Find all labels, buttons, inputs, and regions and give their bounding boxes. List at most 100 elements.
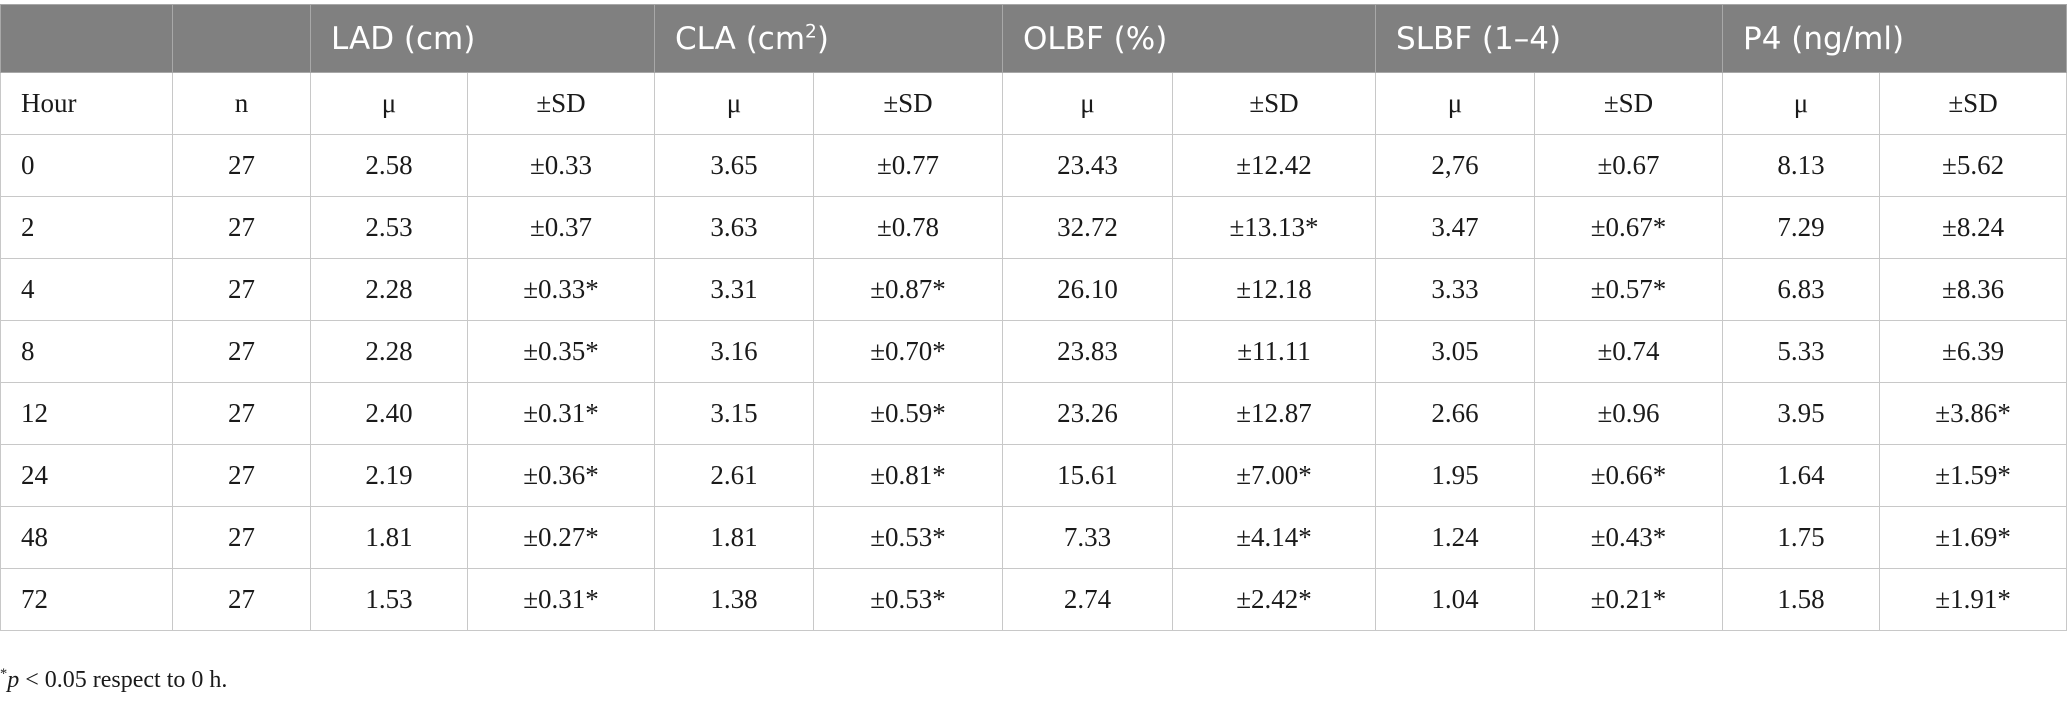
value-cell: 23.43 — [1002, 134, 1174, 197]
value-cell: 2.28 — [310, 320, 468, 383]
value-cell: 2.58 — [310, 134, 468, 197]
sd-header: ±SD — [812, 72, 1004, 135]
n-cell: 27 — [172, 382, 311, 445]
n-cell: 27 — [172, 134, 311, 197]
n-cell: 27 — [172, 320, 311, 383]
value-cell: ±0.74 — [1534, 320, 1724, 383]
value-cell: 3.16 — [654, 320, 814, 383]
value-cell: ±0.81* — [812, 444, 1004, 507]
value-cell: 2.61 — [654, 444, 814, 507]
n-cell: 27 — [172, 196, 311, 259]
mu-header: μ — [310, 72, 468, 135]
sd-header: ±SD — [1172, 72, 1377, 135]
value-cell: 2.19 — [310, 444, 468, 507]
value-cell: ±6.39 — [1879, 320, 2068, 383]
hour-cell: 8 — [0, 320, 173, 383]
value-cell: 2,76 — [1375, 134, 1536, 197]
group-header-slbf: SLBF (1–4) — [1375, 4, 1724, 73]
n-cell: 27 — [172, 506, 311, 569]
data-table: LAD (cm) CLA (cm2) OLBF (%) SLBF (1–4) P… — [0, 4, 2068, 631]
value-cell: ±12.87 — [1172, 382, 1377, 445]
value-cell: ±1.91* — [1879, 568, 2068, 631]
value-cell: 5.33 — [1722, 320, 1881, 383]
value-cell: 1.81 — [310, 506, 468, 569]
value-cell: ±0.36* — [467, 444, 655, 507]
sd-header: ±SD — [1534, 72, 1724, 135]
value-cell: ±0.77 — [812, 134, 1004, 197]
group-header-lad: LAD (cm) — [310, 4, 655, 73]
table-footnote: *p < 0.05 respect to 0 h. — [0, 667, 227, 694]
value-cell: 3.31 — [654, 258, 814, 321]
hour-header: Hour — [0, 72, 173, 135]
value-cell: ±8.36 — [1879, 258, 2068, 321]
value-cell: 1.53 — [310, 568, 468, 631]
hour-cell: 24 — [0, 444, 173, 507]
value-cell: ±0.57* — [1534, 258, 1724, 321]
value-cell: ±13.13* — [1172, 196, 1377, 259]
value-cell: 3.15 — [654, 382, 814, 445]
value-cell: 1.95 — [1375, 444, 1536, 507]
value-cell: 3.05 — [1375, 320, 1536, 383]
value-cell: ±0.33 — [467, 134, 655, 197]
hour-cell: 2 — [0, 196, 173, 259]
value-cell: 3.65 — [654, 134, 814, 197]
hour-cell: 4 — [0, 258, 173, 321]
value-cell: 3.95 — [1722, 382, 1881, 445]
value-cell: 1.24 — [1375, 506, 1536, 569]
hour-cell: 72 — [0, 568, 173, 631]
value-cell: 2.66 — [1375, 382, 1536, 445]
value-cell: ±0.37 — [467, 196, 655, 259]
value-cell: 7.33 — [1002, 506, 1174, 569]
n-cell: 27 — [172, 258, 311, 321]
value-cell: ±0.66* — [1534, 444, 1724, 507]
value-cell: 23.83 — [1002, 320, 1174, 383]
value-cell: ±0.96 — [1534, 382, 1724, 445]
value-cell: 1.58 — [1722, 568, 1881, 631]
value-cell: 26.10 — [1002, 258, 1174, 321]
n-cell: 27 — [172, 568, 311, 631]
header-blank-cell — [0, 4, 173, 73]
value-cell: ±0.31* — [467, 568, 655, 631]
value-cell: ±0.35* — [467, 320, 655, 383]
group-header-cla: CLA (cm2) — [653, 4, 1004, 73]
value-cell: ±0.67* — [1534, 196, 1724, 259]
value-cell: 2.74 — [1002, 568, 1174, 631]
value-cell: ±0.78 — [812, 196, 1004, 259]
footnote-star: * — [0, 666, 8, 682]
mu-header: μ — [1002, 72, 1174, 135]
table-row: 24 27 2.19 ±0.36* 2.61 ±0.81* 15.61 ±7.0… — [0, 444, 2068, 507]
value-cell: 3.63 — [654, 196, 814, 259]
value-cell: 3.33 — [1375, 258, 1536, 321]
value-cell: ±0.21* — [1534, 568, 1724, 631]
n-header: n — [172, 72, 311, 135]
value-cell: ±2.42* — [1172, 568, 1377, 631]
table-row: 72 27 1.53 ±0.31* 1.38 ±0.53* 2.74 ±2.42… — [0, 568, 2068, 631]
group-header-p4: P4 (ng/ml) — [1722, 4, 2068, 73]
n-cell: 27 — [172, 444, 311, 507]
value-cell: 6.83 — [1722, 258, 1881, 321]
mu-header: μ — [1722, 72, 1881, 135]
value-cell: 1.64 — [1722, 444, 1881, 507]
value-cell: 2.40 — [310, 382, 468, 445]
table-row: 8 27 2.28 ±0.35* 3.16 ±0.70* 23.83 ±11.1… — [0, 320, 2068, 383]
value-cell: ±0.31* — [467, 382, 655, 445]
value-cell: 23.26 — [1002, 382, 1174, 445]
value-cell: 1.75 — [1722, 506, 1881, 569]
sd-header: ±SD — [467, 72, 655, 135]
hour-cell: 48 — [0, 506, 173, 569]
footnote-text: < 0.05 respect to 0 h. — [19, 667, 228, 693]
value-cell: ±0.70* — [812, 320, 1004, 383]
hour-cell: 12 — [0, 382, 173, 445]
sd-header: ±SD — [1879, 72, 2068, 135]
value-cell: ±1.69* — [1879, 506, 2068, 569]
table-row: 48 27 1.81 ±0.27* 1.81 ±0.53* 7.33 ±4.14… — [0, 506, 2068, 569]
footnote-p: p — [7, 667, 20, 693]
value-cell: ±3.86* — [1879, 382, 2068, 445]
value-cell: ±0.53* — [812, 506, 1004, 569]
header-blank-cell — [172, 4, 311, 73]
value-cell: ±0.59* — [812, 382, 1004, 445]
value-cell: ±12.18 — [1172, 258, 1377, 321]
value-cell: 2.28 — [310, 258, 468, 321]
value-cell: 2.53 — [310, 196, 468, 259]
table-row: 2 27 2.53 ±0.37 3.63 ±0.78 32.72 ±13.13*… — [0, 196, 2068, 259]
